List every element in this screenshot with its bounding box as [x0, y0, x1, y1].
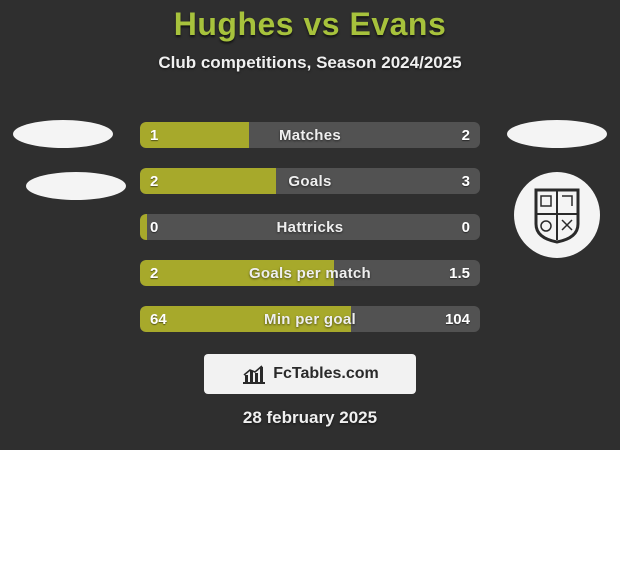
- stat-row: 21.5Goals per match: [140, 260, 480, 286]
- stat-label: Matches: [140, 122, 480, 148]
- crest-circle: [514, 172, 600, 258]
- brand-badge[interactable]: FcTables.com: [204, 354, 416, 394]
- ellipse-shape: [13, 120, 113, 148]
- crest-icon: [526, 184, 588, 246]
- empty-area: [0, 450, 620, 580]
- subtitle: Club competitions, Season 2024/2025: [0, 53, 620, 73]
- stat-row: 64104Min per goal: [140, 306, 480, 332]
- left-team-badge: [8, 120, 118, 224]
- stat-label: Min per goal: [140, 306, 480, 332]
- date-text: 28 february 2025: [0, 408, 620, 428]
- stat-row: 23Goals: [140, 168, 480, 194]
- stat-label: Hattricks: [140, 214, 480, 240]
- stat-label: Goals: [140, 168, 480, 194]
- bar-chart-icon: [241, 363, 267, 385]
- right-team-badge: [502, 120, 612, 258]
- stat-row: 00Hattricks: [140, 214, 480, 240]
- page-title: Hughes vs Evans: [0, 6, 620, 43]
- ellipse-shape: [26, 172, 126, 200]
- comparison-card: Hughes vs Evans Club competitions, Seaso…: [0, 0, 620, 450]
- stats-table: 12Matches 23Goals 00Hattricks 21.5Goals per…: [140, 122, 480, 352]
- stat-label: Goals per match: [140, 260, 480, 286]
- brand-text: FcTables.com: [273, 365, 379, 383]
- ellipse-shape: [507, 120, 607, 148]
- stat-row: 12Matches: [140, 122, 480, 148]
